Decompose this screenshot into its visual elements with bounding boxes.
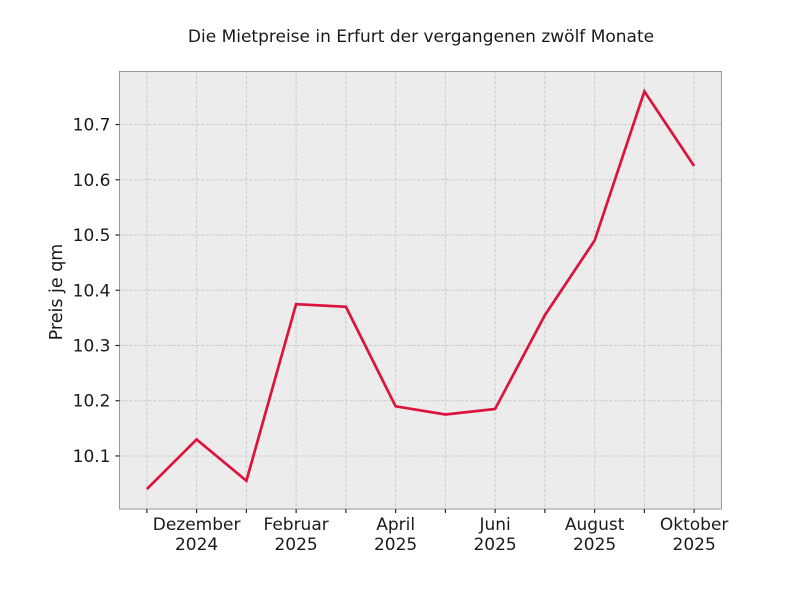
y-tick-label-1: 10.2: [73, 392, 111, 412]
x-tick-label-1-line2: 2025: [274, 535, 317, 555]
y-tick-label-4: 10.5: [73, 226, 111, 246]
x-tick-label-5-line1: Oktober: [660, 515, 729, 535]
x-tick-label-2-line1: April: [376, 515, 415, 535]
x-tick-label-0-line2: 2024: [175, 535, 218, 555]
y-tick-label-6: 10.7: [73, 116, 111, 136]
chart-title: Die Mietpreise in Erfurt der vergangenen…: [187, 27, 655, 47]
x-tick-label-1-line1: Februar: [263, 515, 328, 535]
x-tick-label-0-line1: Dezember: [153, 515, 241, 535]
x-tick-label-3-line1: Juni: [478, 515, 510, 535]
x-tick-label-5-line2: 2025: [673, 535, 716, 555]
x-tick-label-4-line1: August: [565, 515, 625, 535]
price-line: [145, 88, 696, 491]
x-tick-label-4-line2: 2025: [573, 535, 616, 555]
x-tick-label-3-line2: 2025: [473, 535, 516, 555]
y-tick-label-3: 10.4: [73, 281, 111, 301]
y-tick-label-2: 10.3: [73, 336, 111, 356]
y-tick-label-5: 10.6: [73, 171, 111, 191]
x-tick-label-2-line2: 2025: [374, 535, 417, 555]
y-tick-label-0: 10.1: [73, 447, 111, 467]
